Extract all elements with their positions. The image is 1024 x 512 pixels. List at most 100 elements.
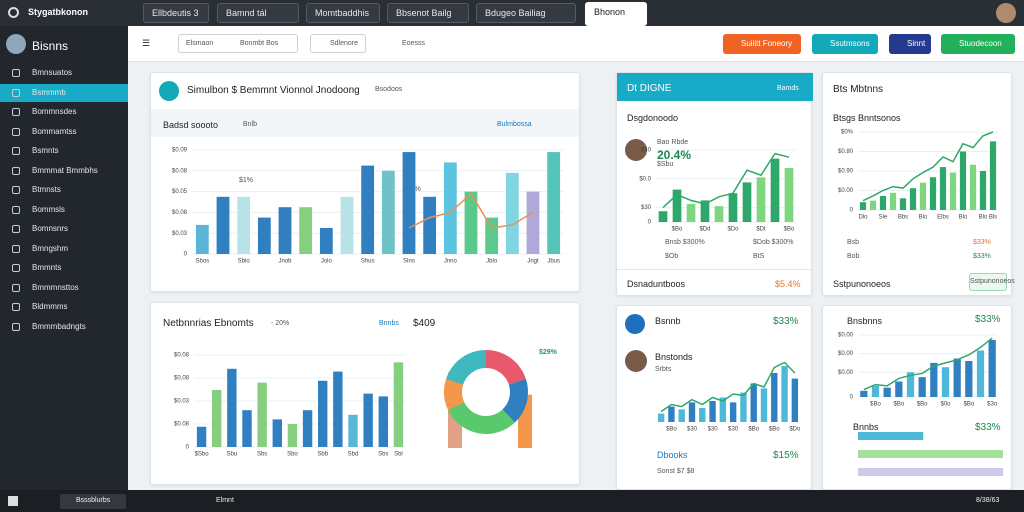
row-icon (625, 314, 645, 334)
x-tick-label: $Bo (870, 402, 881, 408)
bar (750, 383, 757, 422)
panel-link[interactable]: Bulmbossa (497, 121, 532, 128)
task-item[interactable]: Bsssblurbs (76, 497, 111, 504)
legend-item: Bnlb (243, 121, 258, 128)
menu-item[interactable]: Bmmnts (0, 259, 128, 277)
kpi-value: 20.4% (657, 148, 692, 162)
bar (299, 207, 313, 254)
bar (883, 387, 891, 397)
y-tick-label: $0.08 (172, 168, 188, 174)
y-tick-label: 0 (186, 445, 190, 451)
y-tick-label: $0.03 (172, 231, 188, 237)
menu-item[interactable]: Bomnsnrs (0, 220, 128, 238)
user-avatar[interactable] (996, 3, 1016, 23)
menu-item[interactable]: Bommnsdes (0, 103, 128, 121)
menu-item[interactable]: Bmmmnsttos (0, 279, 128, 297)
menu-item[interactable]: Bldmmms (0, 298, 128, 316)
bar (909, 188, 917, 210)
y-tick-label: $0.00 (838, 188, 854, 194)
x-tick-label: $Dd (699, 227, 710, 233)
legend-item: $33% (973, 253, 991, 260)
sidebar: Bisnns Bmnsuatos Bsmmmb Bommnsdes Bommamtss… (0, 26, 128, 490)
menu-icon (12, 244, 20, 253)
x-tick-label: $Bo (672, 227, 683, 233)
menu-item[interactable]: Bsmnts (0, 142, 128, 160)
footer-button[interactable]: Sstpunonoeos (969, 273, 1015, 291)
x-tick-label: Elbs (937, 215, 949, 221)
bar (257, 217, 271, 254)
x-tick-label: $Bo (963, 402, 974, 408)
x-tick-label: Blo (919, 215, 928, 221)
bar (714, 206, 724, 222)
menu-item[interactable]: Btmnsts (0, 181, 128, 199)
y-tick-label: $0.08 (174, 422, 190, 428)
button[interactable]: Sinnt (889, 34, 931, 54)
y-tick-label: $0% (841, 130, 854, 136)
menu-item[interactable]: Bommsls (0, 201, 128, 219)
bar (859, 202, 867, 210)
y-tick-label: $0.08 (172, 210, 188, 216)
task-item[interactable]: Elmnt (216, 497, 234, 504)
bar (700, 200, 710, 222)
menu-item[interactable]: Bsmmmb (0, 83, 128, 102)
menu-item[interactable]: Bommamtss (0, 123, 128, 141)
donut-slice (502, 379, 528, 423)
button[interactable]: Stuodecoon (941, 34, 1015, 54)
toolbar-tab[interactable]: Elsmaon (186, 40, 214, 47)
panel-title: Netbnnrias Ebnomts (163, 318, 254, 329)
divider (617, 269, 813, 270)
toolbar-tab[interactable]: Bonmbt Bos (240, 40, 279, 47)
y-tick-label: $0.05 (172, 189, 188, 195)
row-sub: Srbts (655, 366, 672, 373)
tab[interactable]: Bdugeo Bailiag (476, 3, 576, 23)
bar (953, 358, 961, 397)
bar (278, 207, 292, 254)
menu-icon (12, 283, 20, 292)
x-tick-label: Sblo (238, 259, 251, 265)
button[interactable]: Ssutmsons (812, 34, 878, 54)
menu-item[interactable]: Bmngshm (0, 240, 128, 258)
x-tick-label: Sbb (317, 452, 328, 458)
bar (959, 151, 967, 210)
bar (918, 377, 926, 397)
bar (756, 177, 766, 222)
tab[interactable]: Momtbaddhis (306, 3, 380, 23)
bar (889, 192, 897, 210)
bar (742, 182, 752, 222)
tab[interactable]: Bbsenot Bailg (387, 3, 469, 23)
foot-sub: Sonst $7 $8 (657, 468, 695, 475)
annotation: $1% (239, 177, 254, 184)
x-tick-label: $0o (940, 402, 951, 408)
bar (686, 204, 696, 222)
menu-icon (12, 166, 20, 175)
x-tick-label: Sbos (195, 259, 209, 265)
x-tick-label: Jbus (547, 259, 560, 265)
header-link[interactable]: Bamds (777, 85, 799, 92)
bar (464, 191, 478, 254)
donut-slice (444, 379, 465, 410)
tab[interactable]: Ellbdeutis 3 (143, 3, 209, 23)
x-tick-label: $Bo (748, 427, 759, 433)
button[interactable]: Suiiitt Foneory (723, 34, 801, 54)
start-button[interactable] (8, 496, 18, 506)
trend-line (660, 361, 796, 413)
dropdown-label: Sdlenore (330, 40, 359, 47)
x-tick-label: $3o (987, 402, 998, 408)
bar (485, 217, 499, 254)
menu-item[interactable]: Bmnsuatos (0, 64, 128, 82)
menu-item[interactable]: Bmmmat Bmmbhs (0, 162, 128, 180)
x-tick-label: Blo (959, 215, 968, 221)
menu-icon[interactable]: ☰ (142, 38, 151, 48)
panel-title: Bts Mbtnns (833, 84, 884, 95)
x-tick-label: $30 (687, 427, 698, 433)
menu-item[interactable]: Bmmmbadngts (0, 318, 128, 336)
active-tab[interactable]: Bhonon (585, 2, 647, 26)
x-tick-label: Dlo (858, 215, 868, 221)
row-name: Bnstonds (655, 352, 693, 362)
menu-icon (12, 108, 20, 116)
x-tick-label: $Do (727, 227, 739, 233)
bar (709, 401, 716, 422)
dropdown[interactable] (310, 34, 366, 53)
bar (871, 385, 880, 397)
bar (443, 162, 457, 254)
